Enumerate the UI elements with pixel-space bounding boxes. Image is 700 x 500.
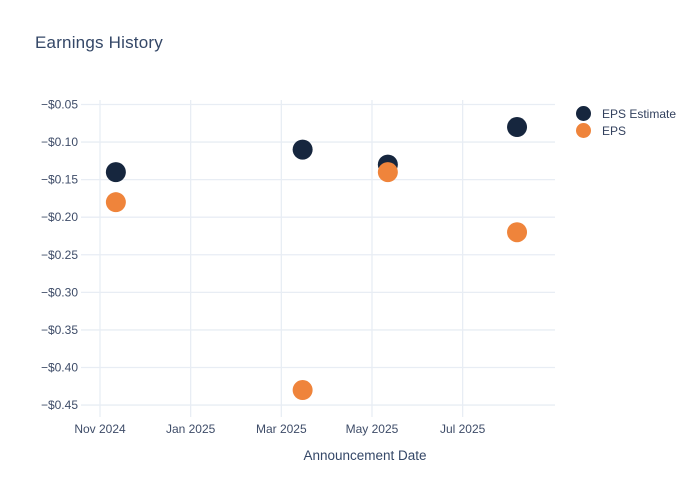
data-point-eps-estimate[interactable] [105,162,126,183]
y-tick-label: −$0.45 [41,398,78,412]
y-tick-label: −$0.10 [41,135,78,149]
y-tick-label: −$0.15 [41,173,78,187]
legend-label-eps: EPS [602,123,627,138]
x-tick-label: Mar 2025 [256,422,307,436]
data-point-eps-estimate[interactable] [507,117,528,138]
legend: EPS Estimate EPS [576,105,676,139]
legend-label-eps-estimate: EPS Estimate [602,106,677,121]
y-tick-label: −$0.30 [41,285,78,299]
y-tick-label: −$0.20 [41,210,78,224]
data-point-eps[interactable] [507,222,528,243]
chart-title: Earnings History [35,33,163,52]
x-tick-label: Jul 2025 [440,422,486,436]
legend-item-eps[interactable]: EPS [576,122,676,139]
y-tick-label: −$0.25 [41,248,78,262]
data-point-eps[interactable] [105,192,126,213]
y-tick-label: −$0.35 [41,323,78,337]
data-point-eps[interactable] [377,162,398,183]
x-tick-label: Nov 2024 [74,422,126,436]
x-axis-title-text: Announcement Date [303,448,427,463]
data-point-eps[interactable] [292,380,313,401]
eps-marker-icon [576,123,591,138]
eps-estimate-marker-icon [576,106,591,121]
x-tick-label: May 2025 [346,422,399,436]
y-tick-label: −$0.05 [41,98,78,112]
x-tick-label: Jan 2025 [166,422,216,436]
y-tick-label: −$0.40 [41,360,78,374]
legend-item-eps-estimate[interactable]: EPS Estimate [576,105,676,122]
data-point-eps-estimate[interactable] [292,139,313,160]
x-axis-title: Announcement Date [0,448,642,463]
